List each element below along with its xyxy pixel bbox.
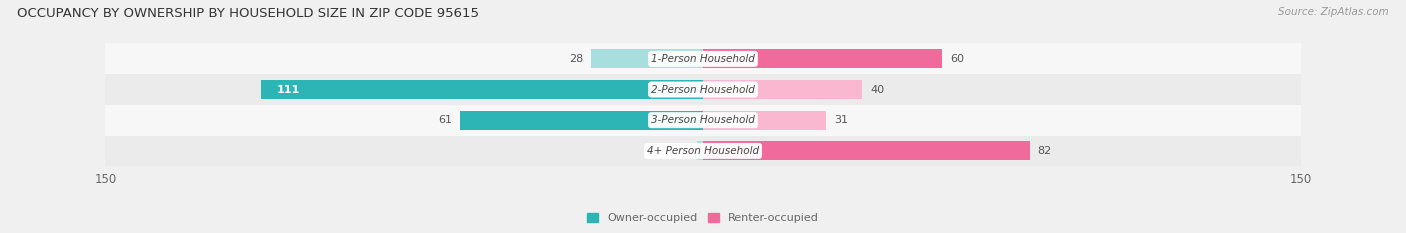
- Bar: [703, 111, 827, 130]
- Text: 3-Person Household: 3-Person Household: [651, 115, 755, 125]
- Bar: [703, 141, 1029, 160]
- Text: 82: 82: [1038, 146, 1052, 156]
- Bar: [105, 44, 1301, 74]
- Bar: [105, 136, 1301, 166]
- Bar: [105, 74, 1301, 105]
- Text: 0: 0: [688, 146, 695, 156]
- Bar: [262, 80, 703, 99]
- Text: 31: 31: [835, 115, 848, 125]
- Legend: Owner-occupied, Renter-occupied: Owner-occupied, Renter-occupied: [582, 209, 824, 228]
- Bar: [592, 49, 703, 68]
- Text: Source: ZipAtlas.com: Source: ZipAtlas.com: [1278, 7, 1389, 17]
- Bar: [105, 105, 1301, 136]
- Bar: [703, 49, 942, 68]
- Text: 60: 60: [950, 54, 965, 64]
- Text: 1-Person Household: 1-Person Household: [651, 54, 755, 64]
- Text: 28: 28: [569, 54, 583, 64]
- Bar: [697, 141, 703, 160]
- Text: 2-Person Household: 2-Person Household: [651, 85, 755, 95]
- Text: 111: 111: [277, 85, 299, 95]
- Bar: [703, 80, 862, 99]
- Text: OCCUPANCY BY OWNERSHIP BY HOUSEHOLD SIZE IN ZIP CODE 95615: OCCUPANCY BY OWNERSHIP BY HOUSEHOLD SIZE…: [17, 7, 479, 20]
- Text: 40: 40: [870, 85, 884, 95]
- Text: 4+ Person Household: 4+ Person Household: [647, 146, 759, 156]
- Text: 61: 61: [439, 115, 453, 125]
- Bar: [460, 111, 703, 130]
